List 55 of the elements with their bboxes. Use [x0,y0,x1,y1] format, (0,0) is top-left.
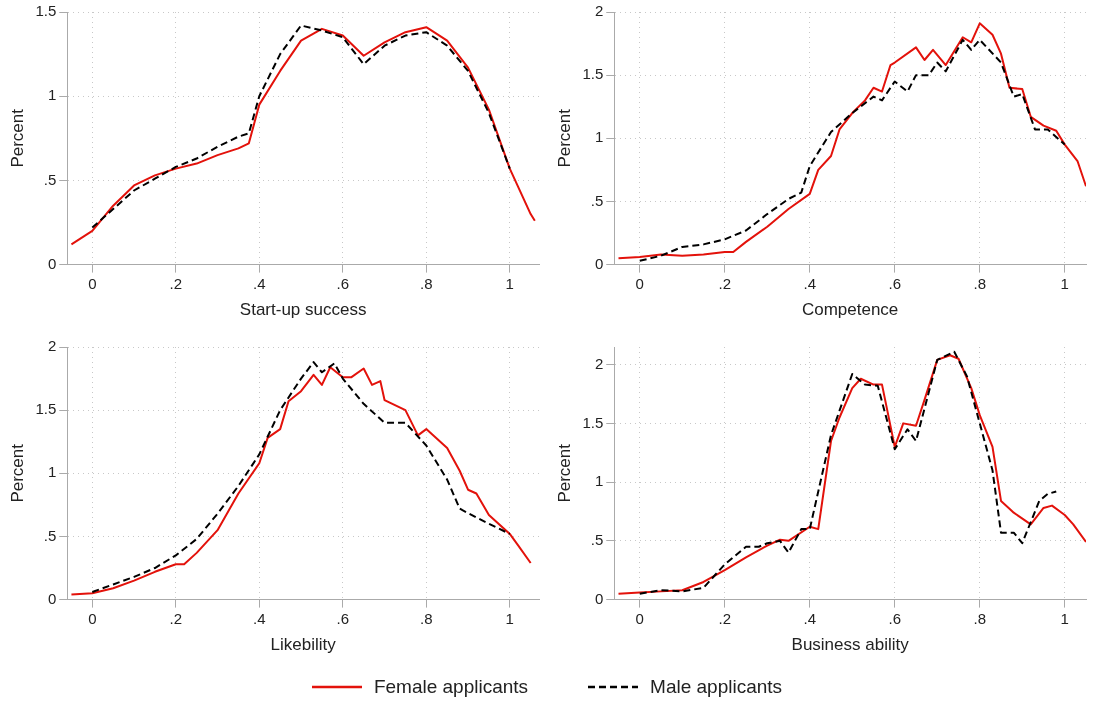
y-tick-label: 0 [47,254,57,272]
legend-label: Male applicants [650,676,783,698]
x-tick-label: .6 [336,274,350,292]
x-tick-label: .2 [169,609,183,627]
x-tick-label: 1 [505,609,514,627]
x-tick-label: .6 [888,609,902,627]
legend-label: Female applicants [373,676,529,698]
line-series [638,38,1066,262]
x-tick-label: .6 [888,274,902,292]
x-tick-label: .2 [718,274,732,292]
y-tick-label: 1.5 [35,400,57,418]
x-tick-label: 0 [88,274,97,292]
y-tick-label: 1 [47,463,57,481]
y-tick-label: .5 [590,531,604,548]
x-tick-label: 0 [635,609,644,627]
y-tick-label: .5 [43,170,57,188]
x-tick-label: 0 [88,609,97,627]
x-axis-title: Likebility [270,635,337,655]
y-tick-label: 1 [594,472,604,490]
y-tick-label: 2 [594,2,604,20]
y-tick-label: 1 [47,86,57,104]
x-tick-label: .6 [336,609,350,627]
y-tick-label: 2 [594,354,604,372]
line-series [91,24,511,229]
x-tick-label: .4 [253,609,266,627]
y-tick-label: 1 [594,128,604,146]
y-axis-title: Percent [7,443,27,503]
y-axis-title: Percent [7,108,27,168]
y-tick-label: 0 [594,254,604,272]
y-tick-label: 0 [594,589,604,607]
x-tick-label: .2 [169,274,183,292]
x-tick-label: 1 [1060,274,1069,292]
x-tick-label: .4 [803,609,817,627]
x-tick-label: 1 [505,274,514,292]
x-tick-label: 0 [635,274,644,292]
x-tick-label: .8 [973,609,987,627]
y-axis-title: Percent [554,108,574,168]
y-tick-label: 1.5 [582,413,604,431]
x-tick-label: 1 [1060,609,1069,627]
x-tick-label: .4 [253,274,266,292]
x-axis-title: Start-up success [239,300,367,320]
x-tick-label: .2 [718,609,732,627]
x-tick-label: .8 [973,274,987,292]
x-axis-title: Competence [801,300,899,320]
y-tick-label: 1.5 [35,2,57,20]
y-axis-title: Percent [554,443,574,503]
x-tick-label: .8 [420,609,433,627]
x-axis-title: Business ability [791,635,910,655]
x-tick-label: .8 [420,274,433,292]
y-tick-label: 1.5 [582,65,604,83]
x-tick-label: .4 [803,274,817,292]
y-tick-label: 2 [47,337,57,355]
y-tick-label: .5 [43,526,57,544]
y-tick-label: 0 [47,589,57,607]
y-tick-label: .5 [590,191,604,209]
